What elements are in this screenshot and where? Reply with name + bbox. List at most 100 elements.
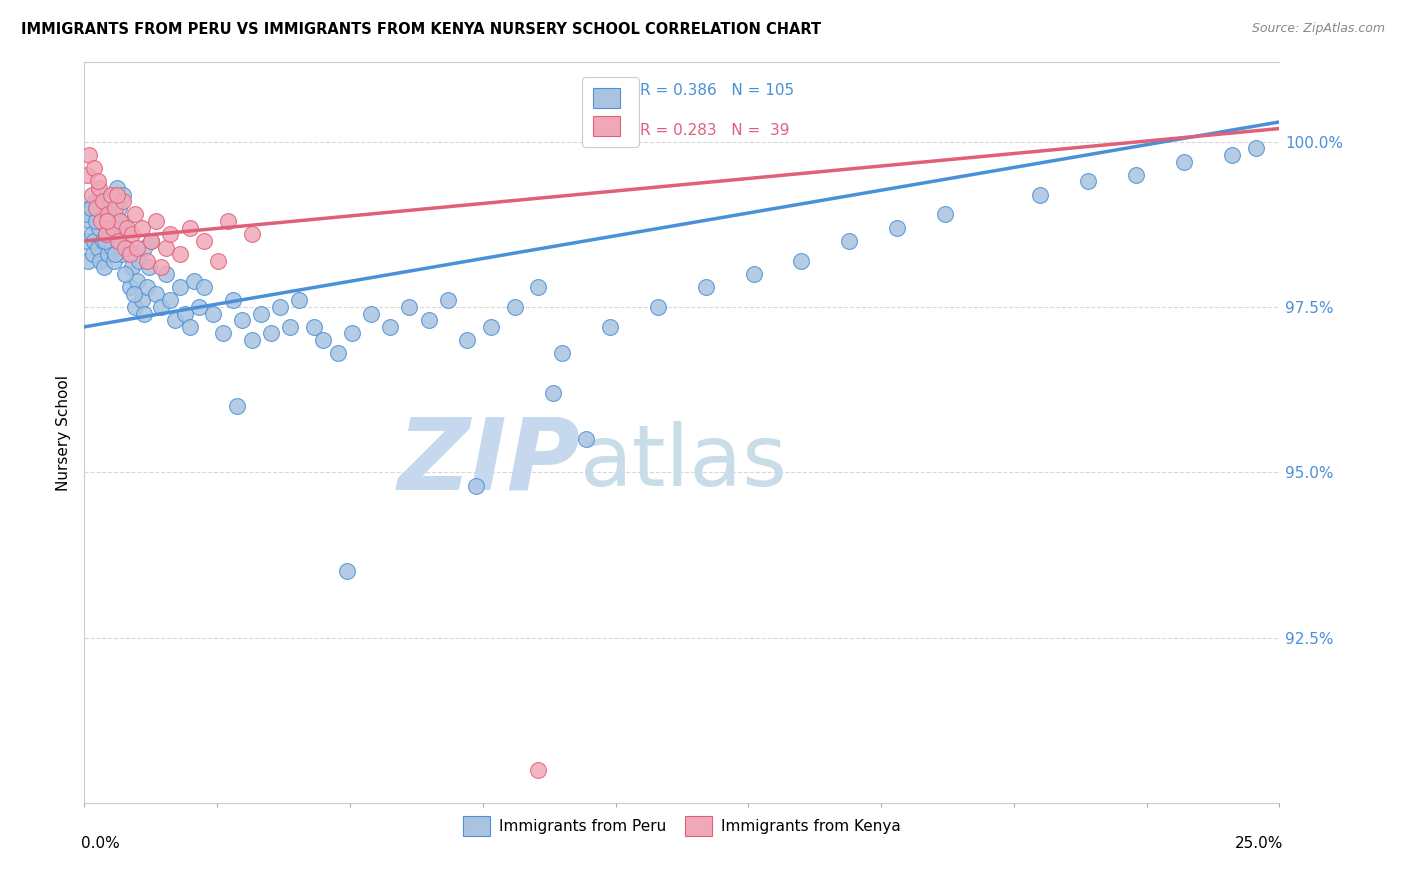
Point bbox=[131, 293, 153, 308]
Point bbox=[141, 234, 163, 248]
Point bbox=[1173, 154, 1195, 169]
Point bbox=[89, 253, 111, 268]
Point bbox=[77, 201, 100, 215]
Point bbox=[111, 187, 134, 202]
Point bbox=[105, 181, 128, 195]
Point bbox=[77, 148, 100, 162]
Text: ZIP: ZIP bbox=[398, 414, 581, 511]
Point bbox=[159, 293, 181, 308]
Point bbox=[87, 240, 110, 254]
Point bbox=[110, 214, 132, 228]
Point bbox=[121, 260, 143, 275]
Point bbox=[118, 247, 141, 261]
Point bbox=[312, 333, 335, 347]
Legend: Immigrants from Peru, Immigrants from Kenya: Immigrants from Peru, Immigrants from Ke… bbox=[456, 808, 908, 843]
Point bbox=[695, 280, 717, 294]
Point bbox=[231, 313, 253, 327]
Point bbox=[1220, 148, 1243, 162]
Point bbox=[1077, 174, 1099, 188]
Point bbox=[575, 432, 598, 446]
Point bbox=[436, 293, 458, 308]
Point bbox=[96, 214, 118, 228]
Point bbox=[100, 187, 122, 202]
Point bbox=[117, 220, 139, 235]
Point bbox=[83, 194, 105, 209]
Point bbox=[551, 346, 574, 360]
Point bbox=[1125, 168, 1147, 182]
Point bbox=[179, 319, 201, 334]
Point bbox=[173, 307, 195, 321]
Point bbox=[145, 286, 167, 301]
Point bbox=[107, 201, 129, 215]
Point bbox=[101, 240, 124, 254]
Point bbox=[132, 307, 155, 321]
Point bbox=[336, 565, 359, 579]
Point bbox=[90, 214, 112, 228]
Point bbox=[599, 319, 621, 334]
Point bbox=[86, 201, 108, 215]
Point bbox=[169, 280, 191, 294]
Point bbox=[193, 280, 215, 294]
Point bbox=[193, 234, 215, 248]
Point bbox=[91, 234, 114, 248]
Point bbox=[138, 260, 160, 275]
Point bbox=[83, 161, 105, 176]
Point bbox=[226, 399, 249, 413]
Point bbox=[360, 307, 382, 321]
Point bbox=[80, 187, 103, 202]
Y-axis label: Nursery School: Nursery School bbox=[56, 375, 72, 491]
Point bbox=[541, 386, 564, 401]
Point bbox=[84, 214, 107, 228]
Point bbox=[125, 240, 148, 254]
Point bbox=[155, 267, 177, 281]
Point bbox=[87, 181, 110, 195]
Point bbox=[121, 227, 143, 242]
Point bbox=[77, 253, 100, 268]
Text: atlas: atlas bbox=[581, 421, 789, 504]
Point bbox=[105, 187, 128, 202]
Point bbox=[122, 286, 145, 301]
Point bbox=[145, 214, 167, 228]
Point bbox=[179, 220, 201, 235]
Point bbox=[260, 326, 283, 341]
Text: 0.0%: 0.0% bbox=[80, 836, 120, 851]
Point bbox=[141, 234, 163, 248]
Point bbox=[97, 247, 120, 261]
Point bbox=[288, 293, 311, 308]
Point bbox=[111, 247, 134, 261]
Point bbox=[149, 300, 172, 314]
Point bbox=[418, 313, 440, 327]
Point bbox=[128, 253, 150, 268]
Point bbox=[212, 326, 235, 341]
Point bbox=[465, 478, 488, 492]
Point bbox=[93, 214, 115, 228]
Point bbox=[93, 194, 115, 209]
Point bbox=[1244, 141, 1267, 155]
Point bbox=[155, 240, 177, 254]
Point bbox=[124, 207, 146, 221]
Point bbox=[149, 260, 172, 275]
Point bbox=[110, 214, 132, 228]
Text: Source: ZipAtlas.com: Source: ZipAtlas.com bbox=[1251, 22, 1385, 36]
Point bbox=[124, 300, 146, 314]
Point bbox=[159, 227, 181, 242]
Point bbox=[278, 319, 301, 334]
Point bbox=[83, 234, 105, 248]
Point bbox=[202, 307, 225, 321]
Point bbox=[269, 300, 291, 314]
Point bbox=[647, 300, 669, 314]
Point bbox=[114, 220, 136, 235]
Point bbox=[790, 253, 813, 268]
Point bbox=[934, 207, 956, 221]
Point bbox=[240, 227, 263, 242]
Point bbox=[479, 319, 502, 334]
Point bbox=[101, 207, 124, 221]
Point bbox=[527, 280, 550, 294]
Point bbox=[114, 267, 136, 281]
Point bbox=[117, 240, 139, 254]
Point bbox=[240, 333, 263, 347]
Text: R = 0.386   N = 105: R = 0.386 N = 105 bbox=[640, 83, 794, 98]
Point bbox=[135, 280, 157, 294]
Point bbox=[107, 234, 129, 248]
Point bbox=[104, 201, 127, 215]
